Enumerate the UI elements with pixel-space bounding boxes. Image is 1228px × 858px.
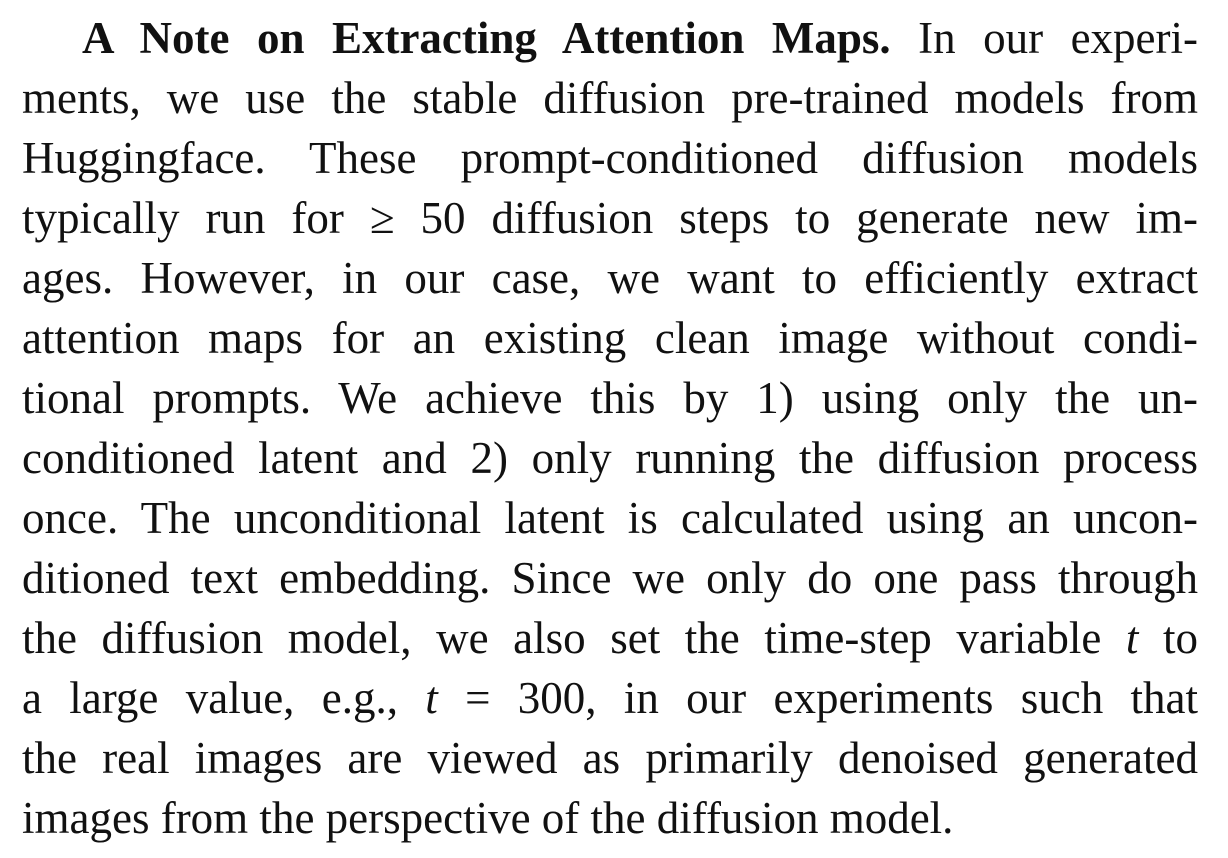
text-line-8: conditioned latent and 2) only running t… [22, 433, 1198, 483]
text-line-6: attention maps for an existing clean ima… [22, 313, 1198, 363]
line-1-text: In our experi- [918, 13, 1198, 63]
line-12-text: a large value, e.g., [22, 673, 398, 723]
text-line-2: ments, we use the stable diffusion pre-t… [22, 73, 1198, 123]
text-line-13: the real images are viewed as primarily … [22, 733, 1198, 783]
text-line-7: tional prompts. We achieve this by 1) us… [22, 373, 1198, 423]
line-12-end: = 300, in our experiments such that [465, 673, 1198, 723]
text-line-1: A Note on Extracting Attention Maps. In … [22, 8, 1198, 68]
text-line-14: images from the perspective of the diffu… [22, 793, 954, 843]
line-11-text: the diffusion model, we also set the tim… [22, 613, 1102, 663]
math-variable-t: t [1125, 613, 1139, 663]
text-line-10: ditioned text embedding. Since we only d… [22, 553, 1198, 603]
math-variable-t-2: t [425, 673, 438, 723]
text-line-9: once. The unconditional latent is calcul… [22, 493, 1198, 543]
paragraph-heading: A Note on Extracting Attention Maps. [82, 13, 891, 63]
text-line-11: the diffusion model, we also set the tim… [22, 608, 1198, 668]
paragraph: A Note on Extracting Attention Maps. In … [22, 8, 1198, 848]
text-line-5: ages. However, in our case, we want to e… [22, 253, 1198, 303]
line-11-end: to [1163, 613, 1199, 663]
text-line-4: typically run for ≥ 50 diffusion steps t… [22, 193, 1198, 243]
text-line-12: a large value, e.g., t = 300, in our exp… [22, 668, 1198, 728]
text-line-3: Huggingface. These prompt-conditioned di… [22, 133, 1198, 183]
